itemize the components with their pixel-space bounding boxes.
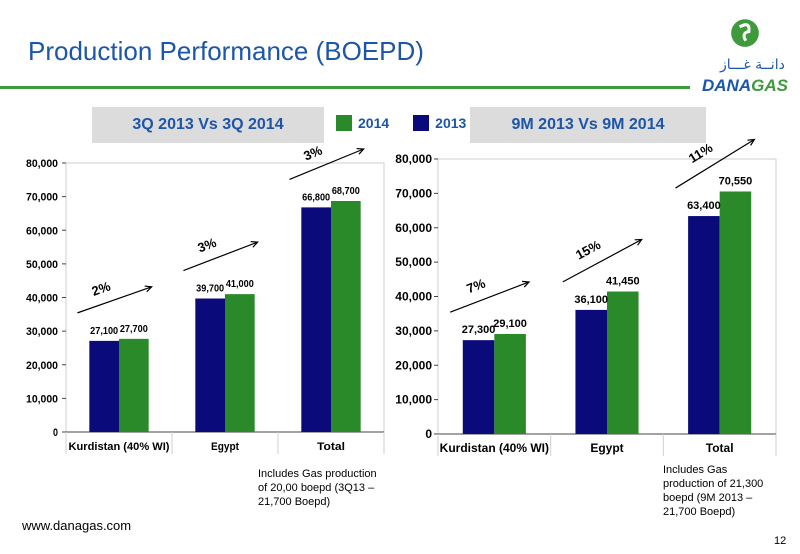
data-label-2014: 41,000 — [226, 279, 254, 290]
bar-2013 — [89, 340, 119, 432]
logo-gas: GAS — [751, 76, 788, 95]
x-category-label: Total — [706, 441, 734, 455]
data-label-2013: 66,800 — [302, 192, 330, 203]
data-label-2013: 27,100 — [90, 326, 118, 337]
y-tick-label: 80,000 — [26, 158, 58, 170]
growth-arrow — [675, 138, 755, 189]
bar-2014 — [494, 333, 526, 434]
bar-2013 — [575, 309, 607, 434]
y-tick-label: 40,000 — [395, 290, 432, 304]
title-rule — [0, 86, 690, 89]
growth-arrow — [449, 281, 530, 313]
legend-label-2013: 2013 — [435, 115, 467, 131]
y-tick-label: 70,000 — [26, 192, 58, 204]
danagas-logo — [731, 19, 759, 47]
growth-label: 3% — [195, 235, 218, 256]
data-label-2014: 41,450 — [606, 276, 640, 288]
data-label-2013: 63,400 — [687, 200, 721, 212]
data-label-2014: 27,700 — [120, 324, 148, 335]
growth-arrow — [562, 238, 642, 283]
growth-label: 7% — [465, 275, 488, 296]
legend-label-2014: 2014 — [358, 115, 390, 131]
growth-arrowhead — [250, 240, 259, 248]
logo-dana: DANA — [702, 76, 752, 95]
legend-swatch-2013 — [413, 115, 430, 131]
website-link[interactable]: www.danagas.com — [22, 518, 132, 533]
growth-arrow — [77, 286, 152, 314]
growth-arrowhead — [144, 285, 153, 293]
x-category-label: Egypt — [590, 441, 623, 455]
bar-2013 — [195, 298, 225, 432]
data-label-2014: 68,700 — [332, 186, 360, 197]
bar-2013 — [462, 340, 495, 434]
y-tick-label: 0 — [53, 427, 58, 439]
data-label-2014: 70,550 — [719, 175, 753, 187]
logo-arabic: دانــة غـــاز — [720, 57, 785, 73]
y-tick-label: 50,000 — [395, 255, 432, 269]
y-tick-label: 20,000 — [26, 360, 58, 372]
data-label-2013: 39,700 — [196, 284, 224, 295]
y-tick-label: 10,000 — [395, 393, 432, 407]
y-tick-label: 50,000 — [26, 259, 58, 271]
data-label-2014: 29,100 — [493, 318, 527, 330]
data-label-2013: 27,300 — [462, 324, 496, 336]
growth-arrowhead — [356, 147, 365, 155]
y-tick-label: 30,000 — [395, 324, 432, 338]
growth-arrow — [183, 241, 258, 272]
data-label-2013: 36,100 — [574, 294, 608, 306]
bar-2014 — [225, 294, 255, 432]
note-left: Includes Gas production of 20,00 boepd (… — [258, 468, 377, 508]
page-number: 12 — [774, 535, 787, 547]
bar-2014 — [719, 191, 752, 434]
growth-label: 15% — [573, 237, 603, 263]
y-tick-label: 70,000 — [395, 186, 432, 200]
y-tick-label: 80,000 — [395, 152, 432, 166]
y-tick-label: 30,000 — [26, 326, 58, 338]
note-right: Includes Gas production of 21,300 boepd … — [663, 464, 764, 518]
bar-2014 — [331, 200, 361, 432]
growth-arrow — [289, 148, 364, 180]
growth-arrowhead — [747, 138, 756, 146]
y-tick-label: 20,000 — [395, 358, 432, 372]
y-tick-label: 60,000 — [26, 225, 58, 237]
bar-2013 — [301, 207, 331, 432]
y-tick-label: 40,000 — [26, 293, 58, 305]
y-tick-label: 0 — [425, 427, 432, 441]
growth-label: 2% — [90, 278, 113, 299]
x-category-label: Kurdistan (40% WI) — [440, 441, 549, 455]
bar-2013 — [688, 216, 720, 434]
bar-2014 — [119, 338, 149, 432]
growth-arrowhead — [522, 280, 531, 288]
logo-wordmark: DANAGAS — [702, 76, 788, 96]
legend: 2014 2013 — [336, 115, 466, 131]
page-title: Production Performance (BOEPD) — [28, 36, 424, 66]
header-left: 3Q 2013 Vs 3Q 2014 — [92, 107, 324, 143]
growth-label: 11% — [686, 140, 716, 166]
y-tick-label: 10,000 — [26, 393, 58, 405]
bar-2014 — [607, 291, 639, 434]
x-category-label: Kurdistan (40% WI) — [69, 441, 170, 453]
y-tick-label: 60,000 — [395, 221, 432, 235]
legend-swatch-2014 — [336, 115, 352, 131]
logo-swirl — [738, 23, 751, 42]
growth-label: 3% — [301, 142, 324, 163]
growth-arrowhead — [634, 238, 643, 246]
x-category-label: Egypt — [211, 441, 239, 453]
header-right: 9M 2013 Vs 9M 2014 — [470, 107, 706, 143]
x-category-label: Total — [317, 441, 345, 453]
